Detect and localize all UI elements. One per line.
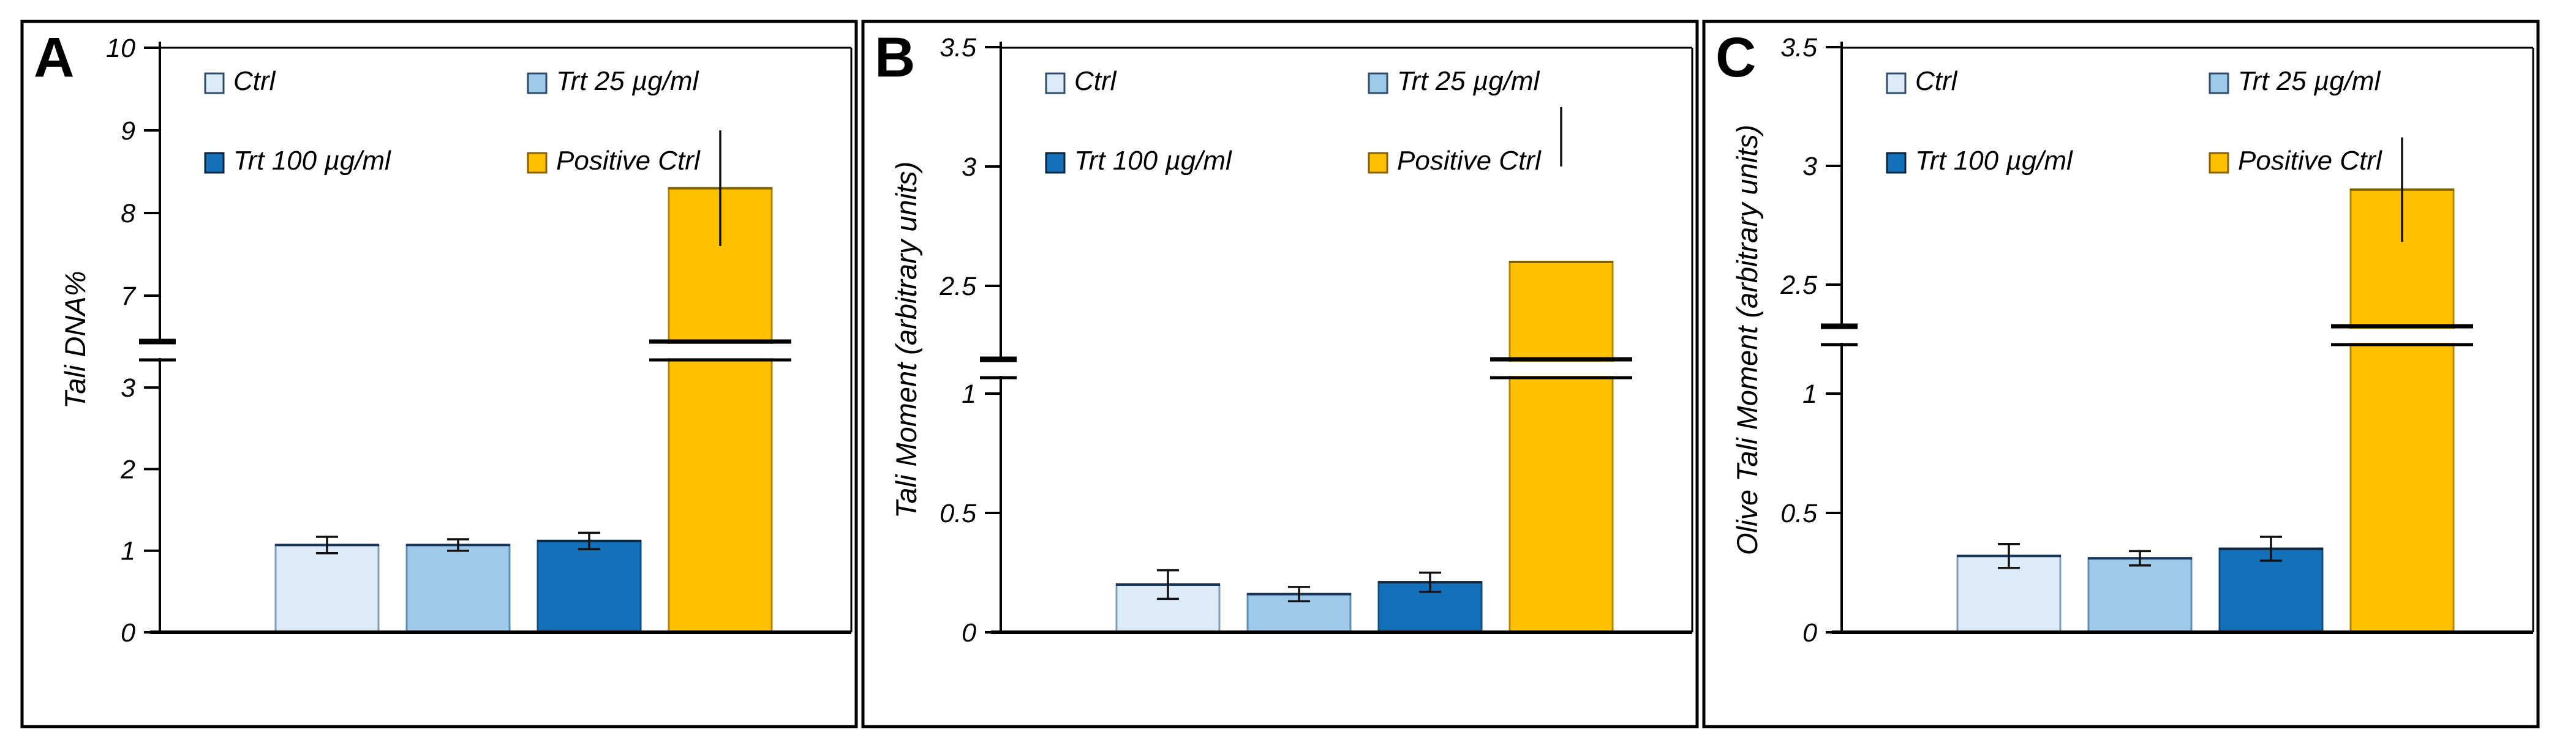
legend-label-trt-25-g-ml: Trt 25 µg/ml (1397, 66, 1540, 96)
panel-b-chart: 0 0.5 1 2.5 3 3.5 Ctrl Trt 25 µg/ml Trt 100 µg/m… (861, 20, 1699, 728)
panel-a-chart: 0 1 2 3 7 8 9 10 Ctrl Trt 25 µg/ml Trt 100 µg/ml Po… (20, 20, 858, 728)
y-tick-label: 1 (121, 537, 135, 566)
bar-positive-ctrl (668, 187, 773, 634)
y-axis-label-b: Tali Moment (arbitrary units) (890, 161, 922, 519)
legend-label-trt-100-g-ml: Trt 100 µg/ml (233, 146, 391, 176)
bar-ctrl (274, 544, 380, 634)
y-tick-label: 9 (121, 116, 135, 146)
legend-label-ctrl: Ctrl (1074, 66, 1117, 96)
y-tick-label: 0 (121, 618, 135, 648)
y-tick-label: 3 (962, 152, 976, 182)
bar-trt-25-g-ml (2087, 557, 2193, 634)
legend-swatch-ctrl (1886, 72, 1907, 94)
legend-label-positive-ctrl: Positive Ctrl (1397, 146, 1542, 176)
legend-swatch-trt-25-g-ml (527, 72, 548, 94)
y-tick-label: 1 (962, 380, 976, 409)
y-tick-label: 0.5 (940, 499, 977, 528)
legend-swatch-trt-100-g-ml (1886, 152, 1907, 174)
axis-break-gap (997, 362, 1004, 376)
panel-c-chart: 0 0.5 1 2.5 3 3.5 Ctrl Trt 25 µg/ml Trt 100 µg/m… (1702, 20, 2540, 728)
axis-break-gap (1838, 329, 1845, 343)
axis-break-gap (156, 344, 164, 358)
y-tick-label: 2.5 (1780, 271, 1818, 300)
y-tick-label: 3 (121, 373, 135, 403)
legend-swatch-trt-100-g-ml (204, 152, 225, 174)
legend-label-trt-100-g-ml: Trt 100 µg/ml (1074, 146, 1232, 176)
legend-label-trt-25-g-ml: Trt 25 µg/ml (2238, 66, 2381, 96)
y-tick-label: 7 (121, 282, 137, 311)
bar-trt-25-g-ml (405, 544, 511, 634)
legend-swatch-positive-ctrl (2209, 152, 2229, 174)
legend-label-ctrl: Ctrl (1915, 66, 1958, 96)
panel-border (1702, 20, 2540, 728)
y-tick-label: 2 (120, 455, 135, 484)
legend-swatch-trt-25-g-ml (2209, 72, 2229, 94)
legend-swatch-positive-ctrl (527, 152, 548, 174)
y-tick-label: 10 (106, 34, 135, 63)
y-tick-label: 2.5 (939, 272, 977, 301)
bar-trt-100-g-ml (2218, 548, 2324, 634)
panel-letter-c: C (1715, 26, 1757, 89)
legend-swatch-trt-100-g-ml (1045, 152, 1066, 174)
panel-letter-a: A (34, 26, 75, 89)
panel-letter-b: B (875, 26, 916, 89)
y-tick-label: 0 (962, 618, 976, 648)
y-tick-label: 3.5 (940, 33, 977, 62)
bar-break-gap (2331, 329, 2473, 343)
y-tick-label: 3.5 (1780, 33, 1818, 62)
y-tick-label: 3 (1802, 152, 1817, 181)
y-axis-label-c: Olive Tali Moment (arbitrary units) (1731, 124, 1763, 556)
legend-label-positive-ctrl: Positive Ctrl (556, 146, 701, 176)
y-axis-label-a: Tali DNA% (59, 271, 91, 410)
bar-break-gap (649, 344, 791, 358)
legend-label-trt-100-g-ml: Trt 100 µg/ml (1915, 146, 2073, 176)
legend-label-trt-25-g-ml: Trt 25 µg/ml (556, 66, 699, 96)
panel-border (20, 20, 858, 728)
panel-border (861, 20, 1699, 728)
legend-swatch-ctrl (1045, 72, 1066, 94)
y-tick-label: 8 (121, 199, 135, 228)
legend-label-ctrl: Ctrl (233, 66, 276, 96)
bar-break-gap (1490, 362, 1632, 376)
legend-swatch-positive-ctrl (1368, 152, 1388, 174)
y-tick-label: 0.5 (1780, 499, 1818, 528)
y-tick-label: 1 (1802, 380, 1817, 409)
legend-label-positive-ctrl: Positive Ctrl (2238, 146, 2382, 176)
y-tick-label: 0 (1802, 618, 1817, 648)
legend-swatch-ctrl (204, 72, 225, 94)
bar-positive-ctrl (1508, 261, 1614, 634)
bar-trt-100-g-ml (537, 540, 642, 634)
legend-swatch-trt-25-g-ml (1368, 72, 1388, 94)
bar-positive-ctrl (2349, 189, 2455, 634)
